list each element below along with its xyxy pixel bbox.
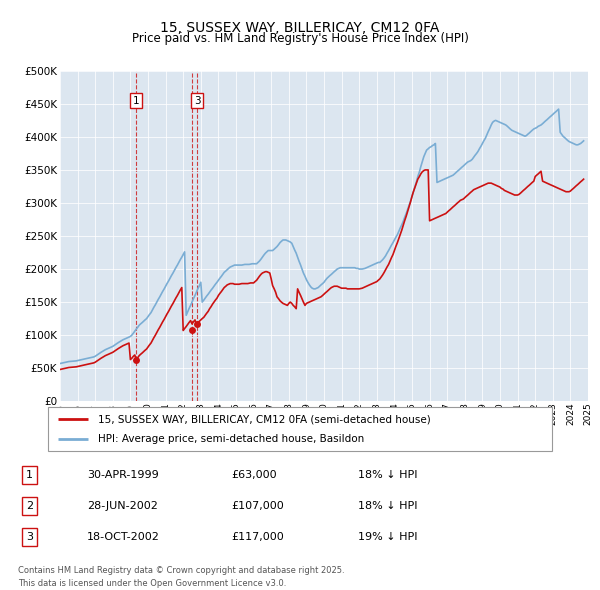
Text: 18-OCT-2002: 18-OCT-2002 [87,532,160,542]
Text: 3: 3 [194,96,200,106]
Text: 15, SUSSEX WAY, BILLERICAY, CM12 0FA (semi-detached house): 15, SUSSEX WAY, BILLERICAY, CM12 0FA (se… [98,415,431,424]
Text: £117,000: £117,000 [231,532,284,542]
Text: 18% ↓ HPI: 18% ↓ HPI [358,501,417,511]
Text: 18% ↓ HPI: 18% ↓ HPI [358,470,417,480]
Text: 19% ↓ HPI: 19% ↓ HPI [358,532,417,542]
Text: 1: 1 [26,470,33,480]
FancyBboxPatch shape [48,407,552,451]
Text: Price paid vs. HM Land Registry's House Price Index (HPI): Price paid vs. HM Land Registry's House … [131,32,469,45]
Text: 1: 1 [133,96,140,106]
Text: 28-JUN-2002: 28-JUN-2002 [87,501,158,511]
Text: 3: 3 [26,532,33,542]
Text: 2: 2 [26,501,33,511]
Text: HPI: Average price, semi-detached house, Basildon: HPI: Average price, semi-detached house,… [98,434,365,444]
Text: Contains HM Land Registry data © Crown copyright and database right 2025.
This d: Contains HM Land Registry data © Crown c… [18,566,344,588]
Text: £63,000: £63,000 [231,470,277,480]
Text: £107,000: £107,000 [231,501,284,511]
Text: 15, SUSSEX WAY, BILLERICAY, CM12 0FA: 15, SUSSEX WAY, BILLERICAY, CM12 0FA [160,21,440,35]
Text: 30-APR-1999: 30-APR-1999 [87,470,158,480]
